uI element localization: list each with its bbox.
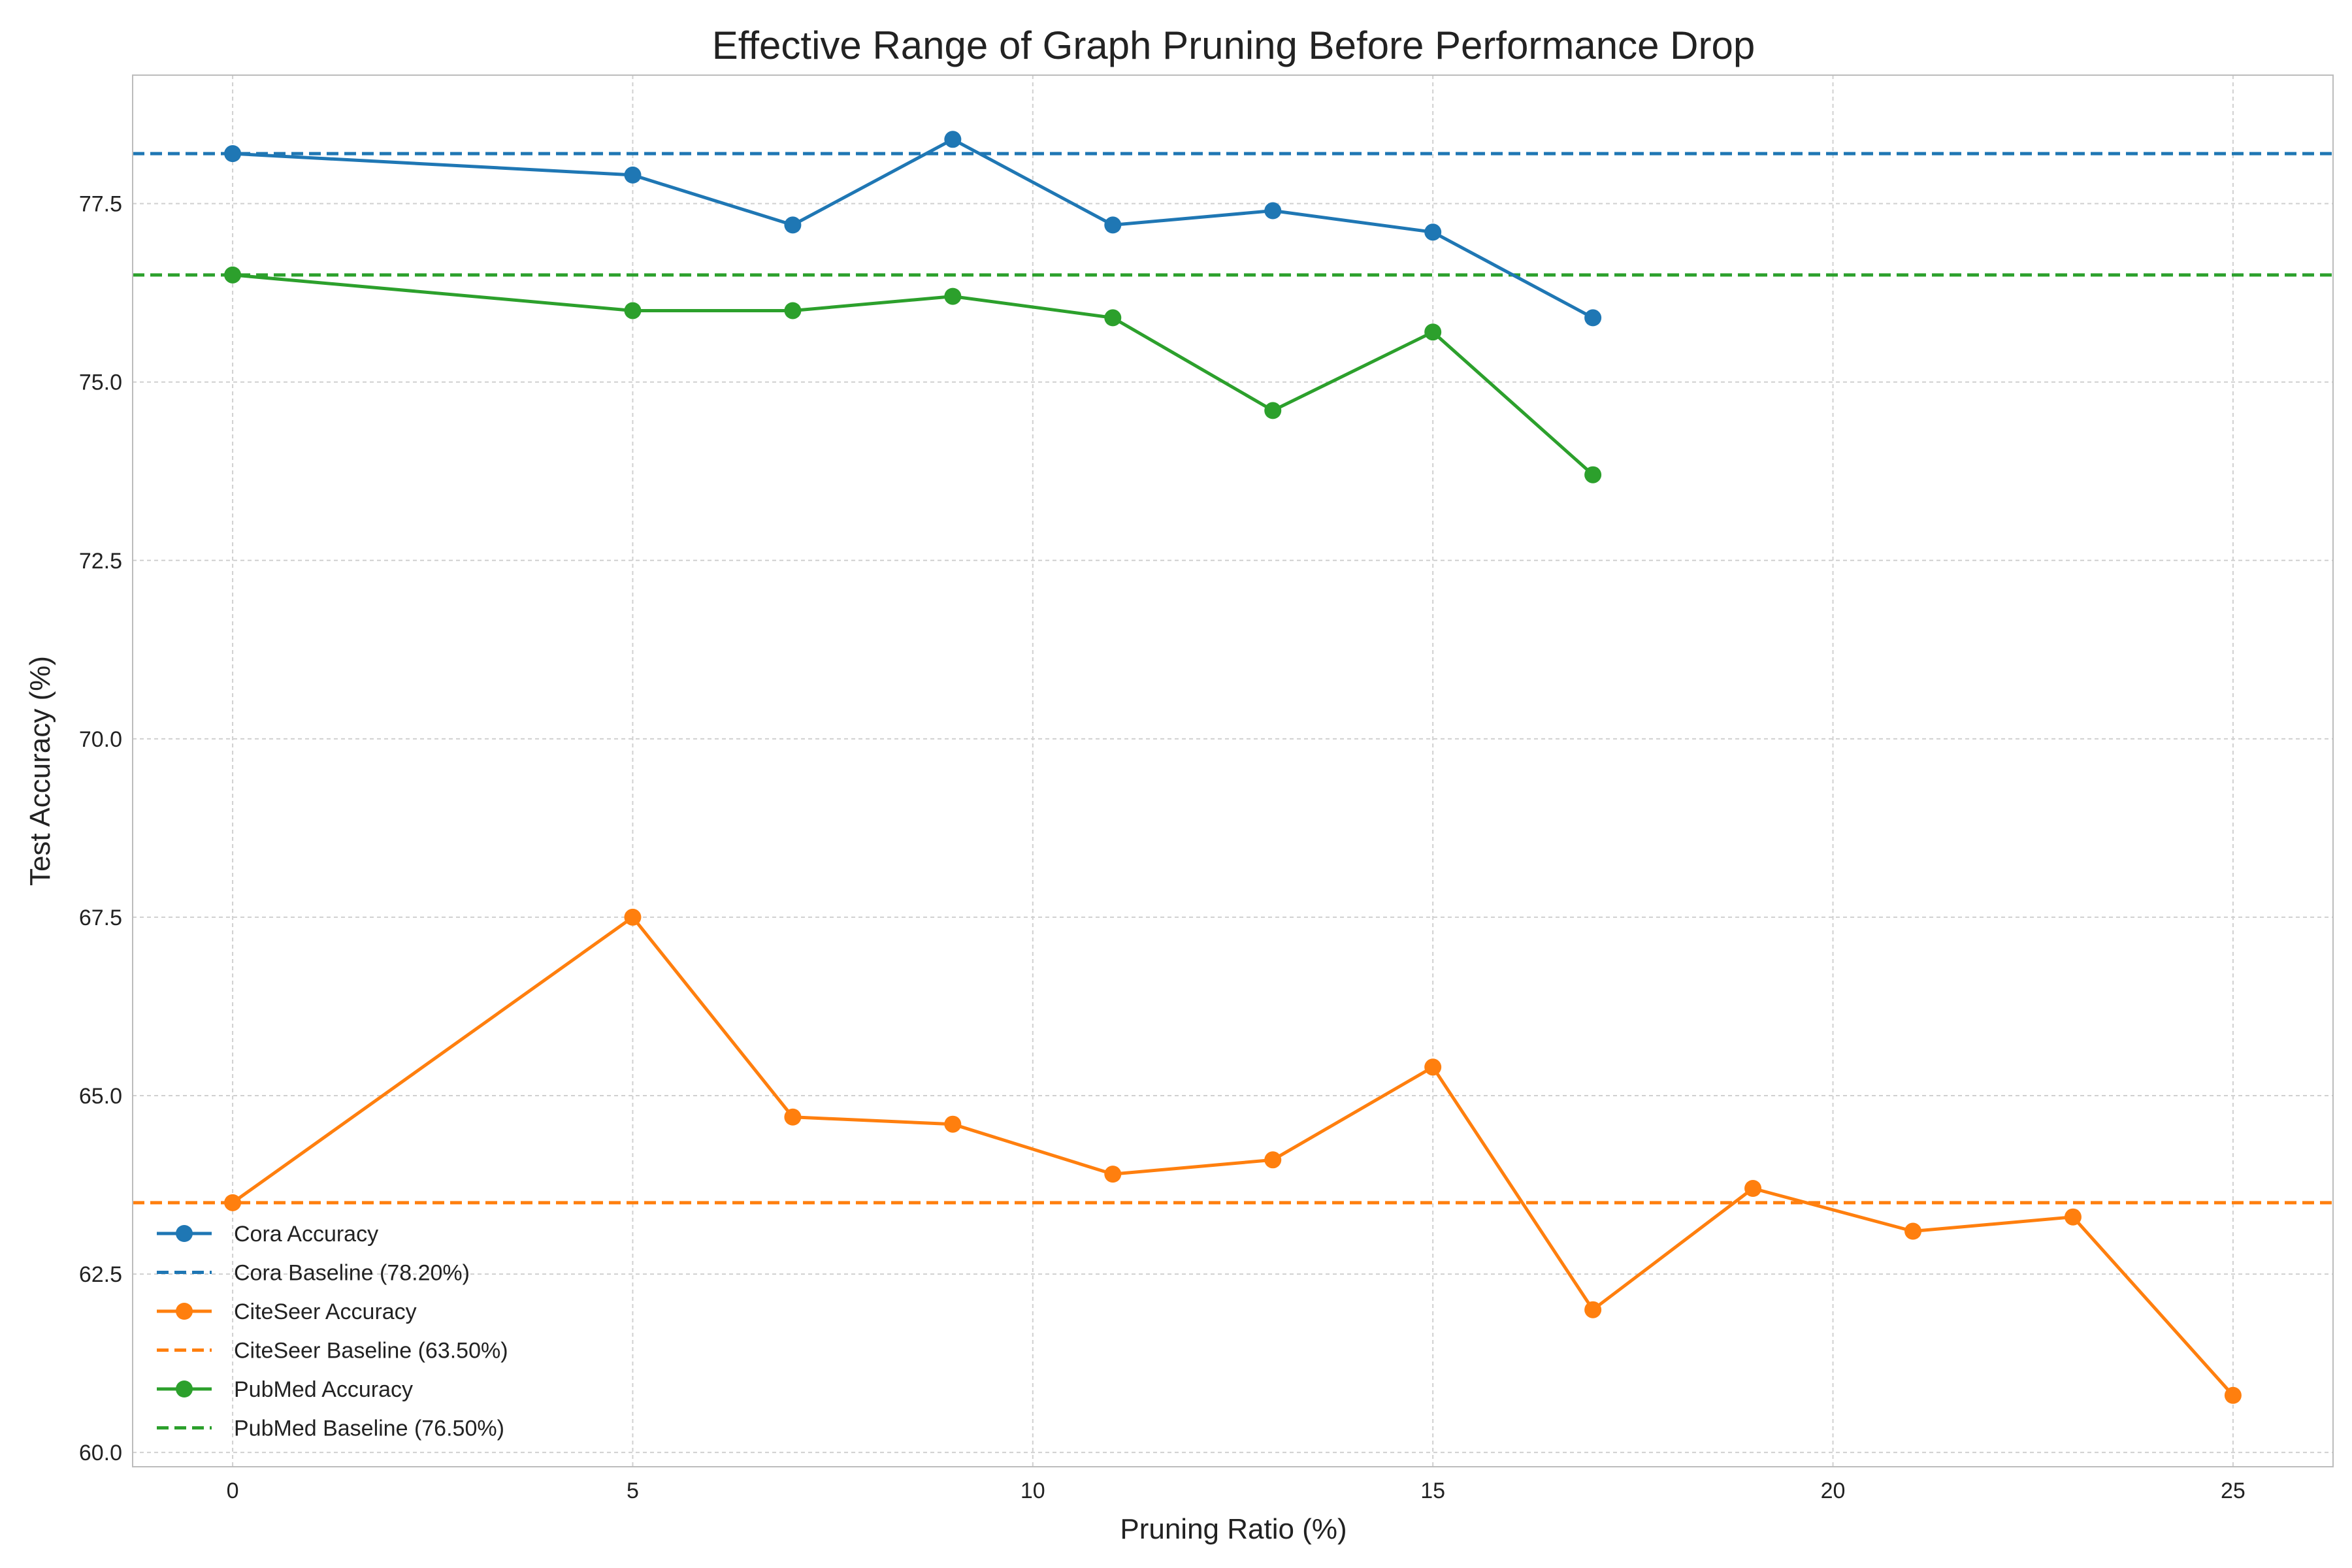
legend-label: Cora Accuracy <box>234 1222 378 1247</box>
y-tick-label: 67.5 <box>79 906 122 930</box>
baselines <box>133 152 2333 1205</box>
data-point <box>1264 402 1282 419</box>
data-point <box>784 1108 802 1126</box>
data-point <box>1104 216 1122 234</box>
legend: Cora Accuracy Cora Baseline (78.20%) CiteS… <box>157 1222 508 1441</box>
data-point <box>944 287 962 305</box>
series-line <box>232 273 1594 476</box>
y-tick-label: 60.0 <box>79 1441 122 1465</box>
x-tick-labels: 0 5 10 15 20 25 <box>227 1478 2246 1503</box>
series-lines <box>224 131 2242 1404</box>
data-point <box>1424 223 1442 241</box>
legend-marker <box>176 1380 193 1397</box>
legend-label: CiteSeer Baseline (63.50%) <box>234 1339 508 1364</box>
data-point <box>2064 1208 2082 1226</box>
grid <box>133 75 2333 1467</box>
y-tick-label: 77.5 <box>79 192 122 217</box>
y-axis-label: Test Accuracy (%) <box>24 656 56 886</box>
data-point <box>1264 202 1282 220</box>
data-point <box>1104 1166 1122 1183</box>
data-point <box>1104 309 1122 327</box>
y-tick-label: 75.0 <box>79 370 122 395</box>
legend-label: CiteSeer Accuracy <box>234 1299 417 1324</box>
series-line <box>232 137 1594 319</box>
data-point <box>624 166 642 184</box>
legend-label: Cora Baseline (78.20%) <box>234 1261 470 1286</box>
data-point <box>224 1194 242 1211</box>
x-tick-label: 5 <box>627 1478 639 1503</box>
x-tick-label: 15 <box>1420 1478 1445 1503</box>
x-tick-label: 20 <box>1821 1478 1846 1503</box>
legend-marker <box>176 1303 193 1320</box>
legend-label: PubMed Baseline (76.50%) <box>234 1416 504 1441</box>
data-point <box>1744 1180 1762 1197</box>
data-point <box>2224 1386 2242 1404</box>
data-point <box>1424 323 1442 341</box>
data-point <box>624 908 642 926</box>
data-point <box>784 302 802 319</box>
data-point <box>1904 1222 1922 1240</box>
data-point <box>1584 309 1602 327</box>
legend-label: PubMed Accuracy <box>234 1377 413 1402</box>
data-point <box>1264 1151 1282 1169</box>
y-tick-label: 72.5 <box>79 549 122 574</box>
data-point <box>624 302 642 319</box>
x-tick-label: 10 <box>1021 1478 1045 1503</box>
y-tick-labels: 60.0 62.5 65.0 67.5 70.0 72.5 75.0 77.5 <box>79 192 122 1466</box>
data-point <box>784 216 802 234</box>
x-tick-label: 25 <box>2221 1478 2246 1503</box>
y-tick-label: 70.0 <box>79 727 122 752</box>
plot-frame <box>132 74 2334 1467</box>
data-point <box>224 266 242 284</box>
data-point <box>1584 466 1602 483</box>
x-tick-label: 0 <box>227 1478 239 1503</box>
y-tick-label: 65.0 <box>79 1084 122 1109</box>
y-tick-label: 62.5 <box>79 1262 122 1287</box>
data-point <box>1584 1301 1602 1318</box>
series-line <box>231 915 2234 1397</box>
data-point <box>224 145 242 163</box>
data-point <box>1424 1058 1442 1076</box>
chart-title: Effective Range of Graph Pruning Before … <box>712 24 1755 67</box>
data-point <box>944 131 962 148</box>
legend-marker <box>176 1225 193 1242</box>
x-axis-label: Pruning Ratio (%) <box>1120 1513 1347 1545</box>
data-point <box>944 1115 962 1133</box>
